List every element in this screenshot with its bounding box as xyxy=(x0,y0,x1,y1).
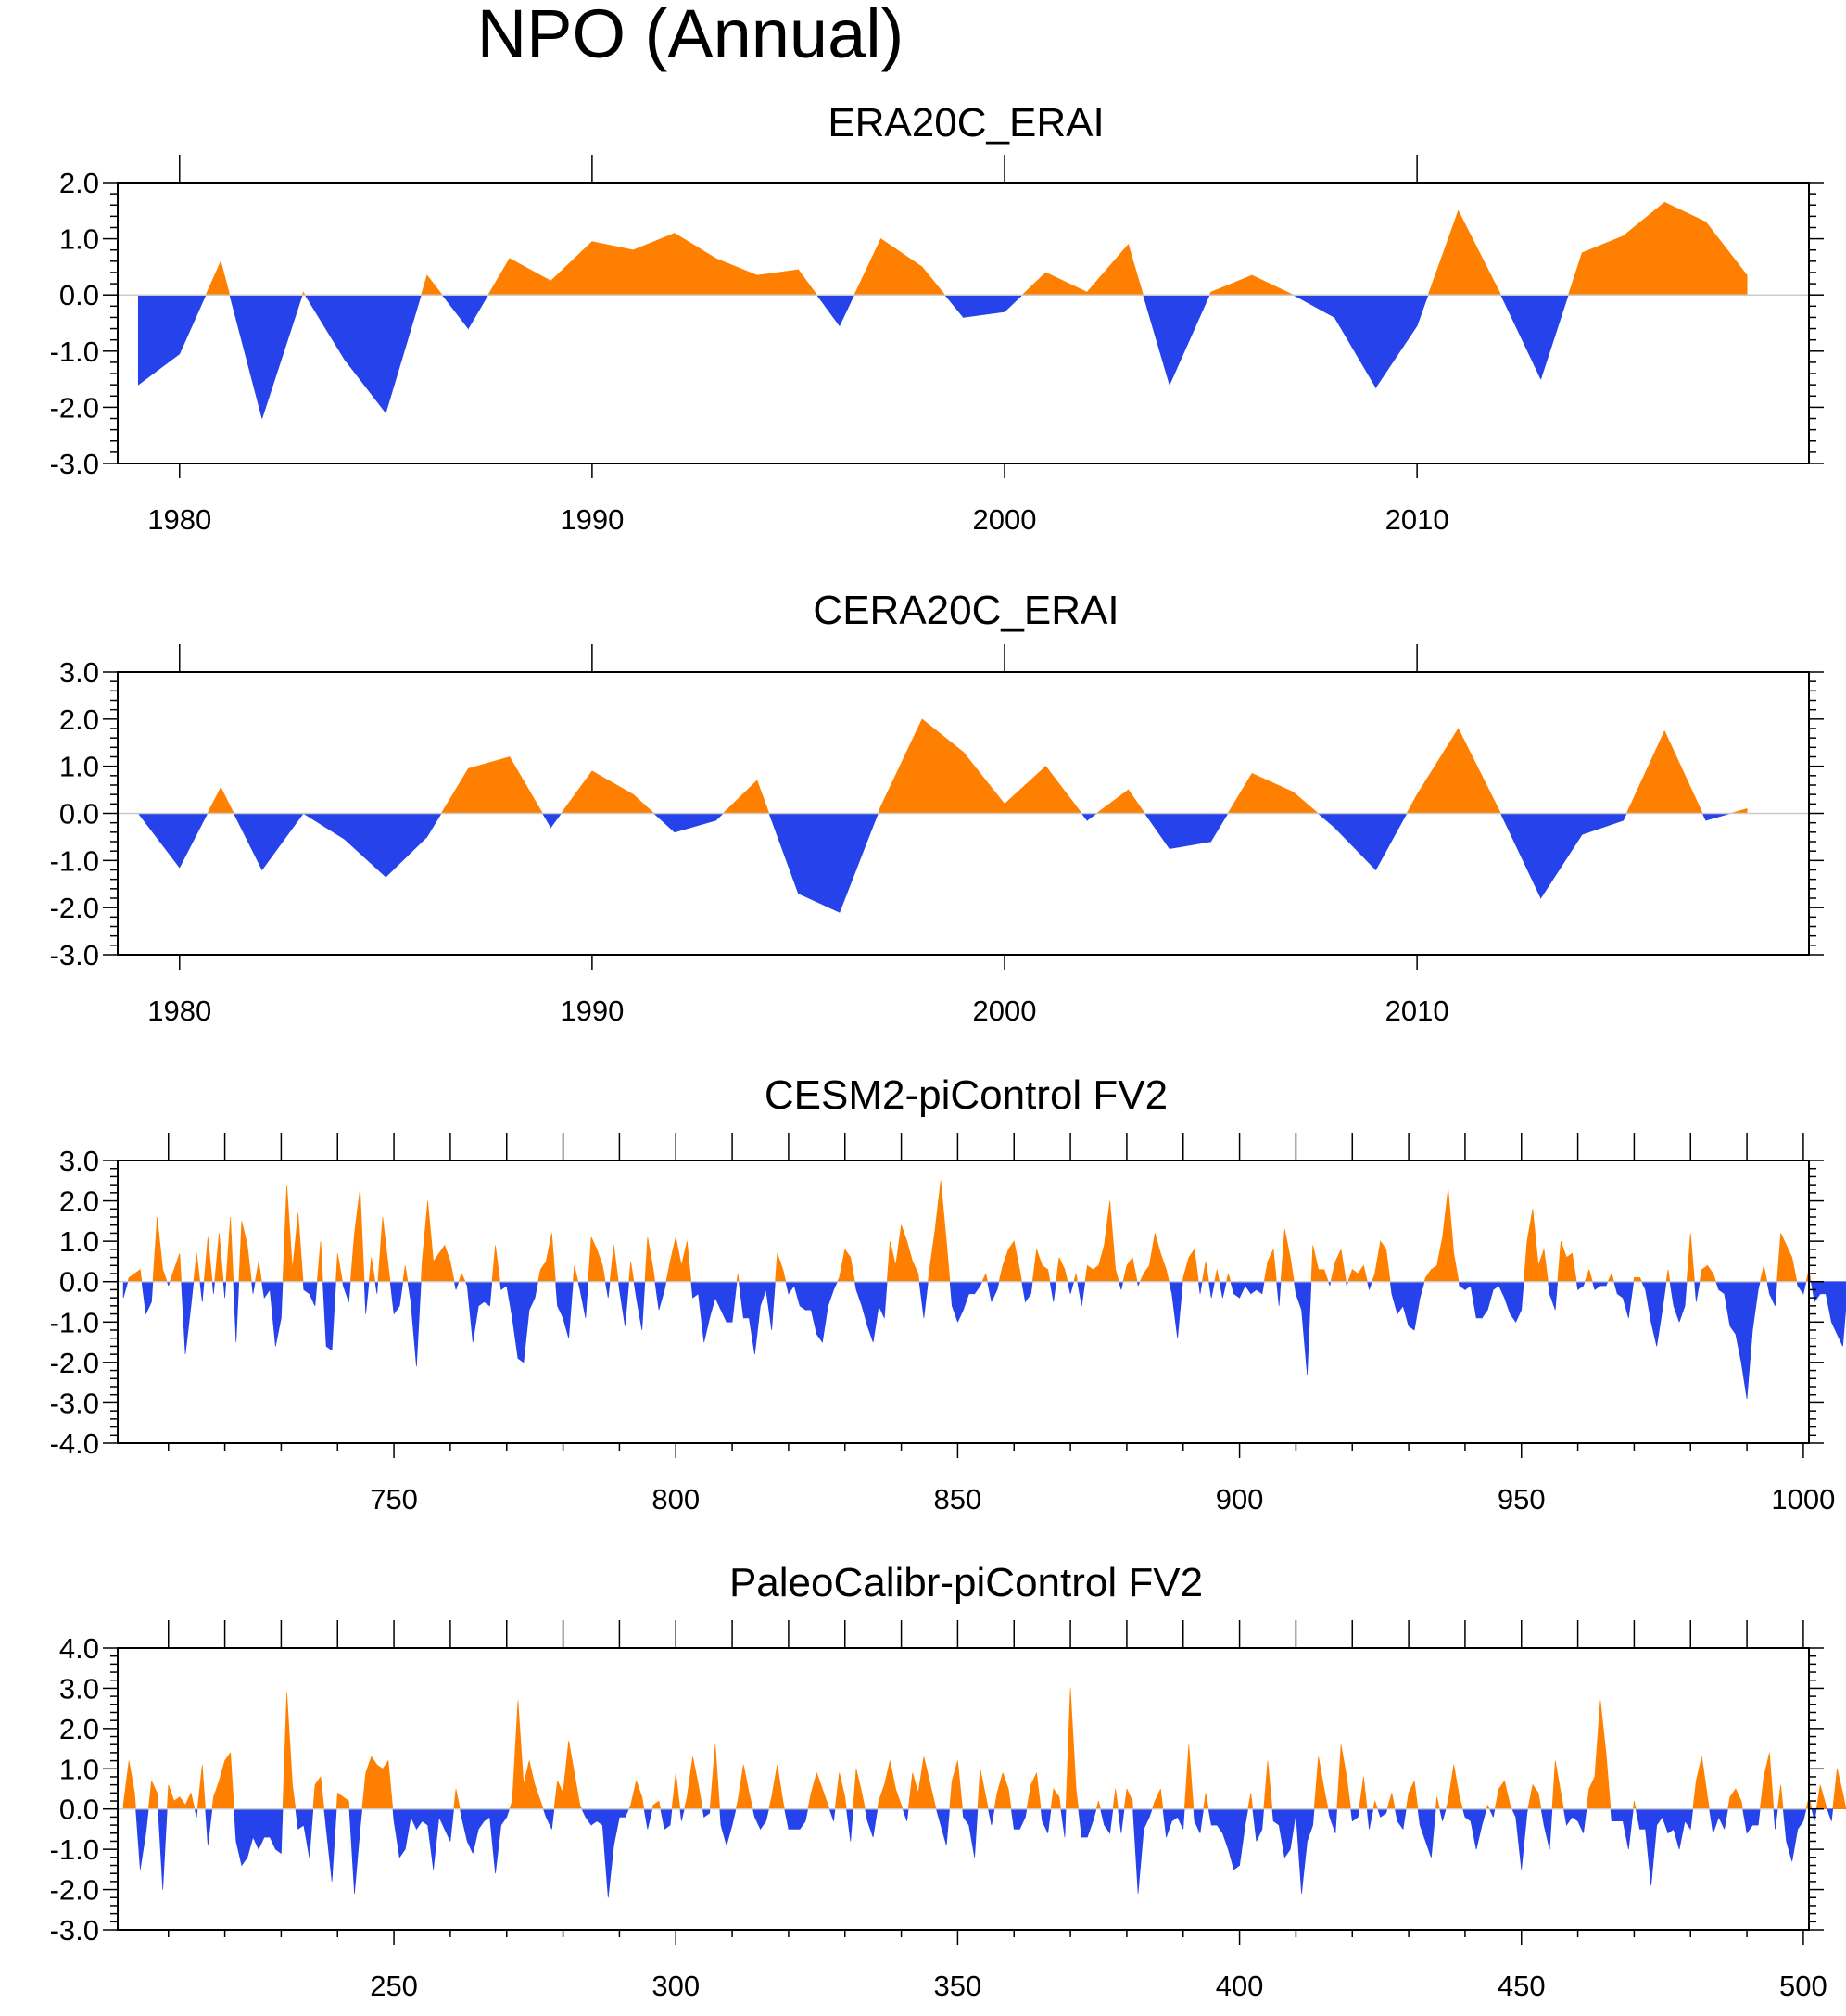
x-tick-label: 850 xyxy=(934,1483,982,1515)
y-tick-label: -2.0 xyxy=(50,1874,99,1907)
y-tick-label: 2.0 xyxy=(59,704,99,736)
negative-area xyxy=(137,813,1731,913)
y-tick-label: -3.0 xyxy=(50,448,99,480)
x-tick-label: 400 xyxy=(1216,1970,1264,2002)
y-tick-label: -1.0 xyxy=(50,336,99,368)
y-tick-label: -3.0 xyxy=(50,1914,99,1946)
y-tick-label: -2.0 xyxy=(50,1347,99,1379)
x-tick-label: 1980 xyxy=(147,995,211,1027)
y-tick-label: 3.0 xyxy=(59,1672,99,1705)
x-tick-label: 2010 xyxy=(1385,995,1449,1027)
y-tick-label: -3.0 xyxy=(50,939,99,971)
y-tick-label: -1.0 xyxy=(50,1306,99,1338)
panel-title: CERA20C_ERAI xyxy=(813,588,1119,633)
x-tick-label: 500 xyxy=(1779,1970,1827,2002)
positive-area xyxy=(205,201,1748,296)
panel-title: PaleoCalibr-piControl FV2 xyxy=(729,1560,1203,1605)
x-tick-label: 1990 xyxy=(560,995,624,1027)
x-tick-label: 1000 xyxy=(1771,1483,1835,1515)
x-tick-label: 1990 xyxy=(560,503,624,536)
positive-area xyxy=(127,1180,1812,1283)
y-tick-label: 0.0 xyxy=(59,798,99,830)
x-tick-label: 950 xyxy=(1498,1483,1546,1515)
y-tick-label: 2.0 xyxy=(59,1186,99,1218)
y-tick-label: 1.0 xyxy=(59,223,99,256)
negative-area xyxy=(135,1808,1846,1898)
panel-cesm2-picontrol: CESM2-piControl FV2 -4.0 -3.0 -2.0 -1.0 0.0 1.… xyxy=(50,1072,1846,1515)
x-tick-label: 900 xyxy=(1216,1483,1264,1515)
x-tick-label: 1980 xyxy=(147,503,211,536)
y-tick-label: 1.0 xyxy=(59,751,99,783)
y-tick-label: -3.0 xyxy=(50,1387,99,1419)
y-tick-label: -1.0 xyxy=(50,844,99,877)
y-tick-label: -4.0 xyxy=(50,1427,99,1460)
y-tick-label: -2.0 xyxy=(50,892,99,924)
panel-title: CESM2-piControl FV2 xyxy=(765,1072,1168,1118)
y-tick-label: 1.0 xyxy=(59,1225,99,1258)
x-tick-label: 750 xyxy=(370,1483,418,1515)
y-tick-label: 0.0 xyxy=(59,279,99,311)
x-tick-label: 2000 xyxy=(973,995,1037,1027)
x-tick-label: 350 xyxy=(934,1970,982,2002)
panel-paleocalibr-picontrol: PaleoCalibr-piControl FV2 -3.0 -2.0 -1.0 0.0… xyxy=(50,1560,1846,2002)
panel-cera20c-erai: CERA20C_ERAI -3.0 -2.0 -1.0 0.0 1.0 2.0 3.0 1980… xyxy=(50,588,1824,1027)
plot-frame xyxy=(117,1160,1810,1444)
plot-frame xyxy=(117,182,1810,464)
y-tick-label: -2.0 xyxy=(50,391,99,424)
x-tick-label: 800 xyxy=(651,1483,700,1515)
y-tick-label: 2.0 xyxy=(59,167,99,199)
positive-area xyxy=(207,718,1748,814)
x-tick-label: 2000 xyxy=(973,503,1037,536)
y-tick-label: 3.0 xyxy=(59,656,99,689)
positive-area xyxy=(122,1688,1846,1810)
x-tick-label: 2010 xyxy=(1385,503,1449,536)
y-tick-label: 1.0 xyxy=(59,1753,99,1785)
y-tick-label: 4.0 xyxy=(59,1632,99,1665)
panel-era20c-erai: ERA20C_ERAI -3.0 -2.0 -1.0 0.0 1.0 2.0 1980 1990… xyxy=(50,100,1824,536)
panel-title: ERA20C_ERAI xyxy=(828,100,1104,146)
y-tick-label: 3.0 xyxy=(59,1145,99,1177)
y-tick-label: 2.0 xyxy=(59,1713,99,1745)
plot-frame xyxy=(117,1647,1810,1931)
figure-title: NPO (Annual) xyxy=(477,0,904,72)
y-tick-label: 0.0 xyxy=(59,1794,99,1826)
y-tick-label: -1.0 xyxy=(50,1833,99,1866)
x-tick-label: 300 xyxy=(651,1970,700,2002)
x-tick-label: 450 xyxy=(1498,1970,1546,2002)
x-tick-label: 250 xyxy=(370,1970,418,2002)
y-tick-label: 0.0 xyxy=(59,1266,99,1299)
negative-area xyxy=(137,294,1569,419)
negative-area xyxy=(122,1281,1846,1400)
